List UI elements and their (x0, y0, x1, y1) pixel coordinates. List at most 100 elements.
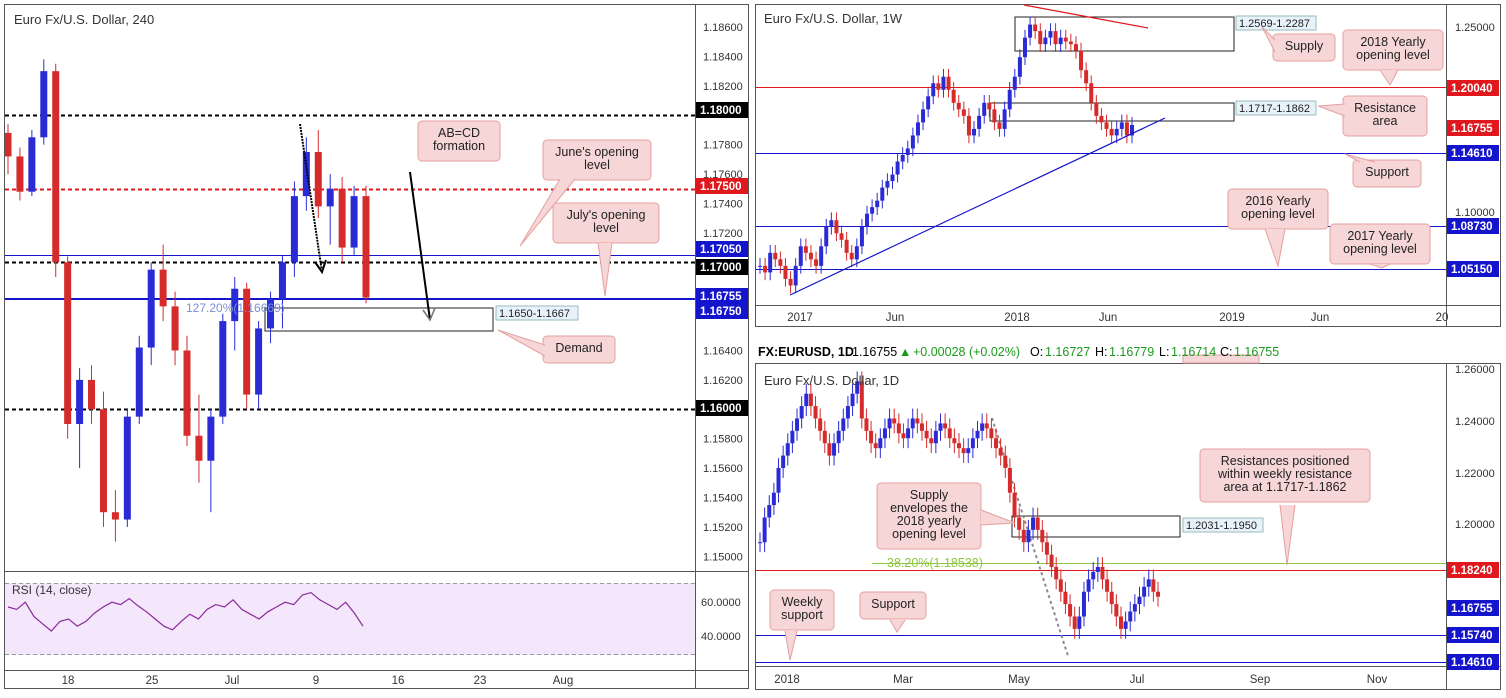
weekly-title: Euro Fx/U.S. Dollar, 1W (764, 11, 903, 26)
callout-2018-yearly-pointer (1379, 69, 1399, 86)
callout-daily-resistances-box (1199, 448, 1371, 503)
daily-xtick-3: Jul (1130, 674, 1145, 686)
h4-candle (302, 137, 310, 211)
weekly-candle (910, 127, 915, 157)
weekly-candle-body (859, 226, 864, 247)
daily-candle-body (961, 448, 966, 454)
daily-price-badge-text: 1.14610 (1451, 657, 1493, 669)
weekly-candle-body (997, 122, 1002, 129)
h4-candle (195, 394, 203, 483)
daily-candle (873, 433, 878, 459)
weekly-candle (870, 199, 875, 222)
daily-candle (785, 433, 790, 466)
daily-candle-body (832, 443, 837, 456)
callout-june-open-box (542, 139, 652, 181)
h4-price-badge-bg (696, 303, 748, 319)
daily-price-badge-text: 1.18240 (1451, 565, 1493, 577)
daily-candle-body (882, 428, 887, 439)
daily-candle-body (808, 393, 813, 407)
h4-candles (5, 59, 370, 542)
weekly-candle-body (1124, 122, 1129, 136)
weekly-candle-body (966, 115, 971, 136)
svg-text:1.2031-1.1950: 1.2031-1.1950 (1186, 520, 1257, 532)
h4-ytick-14: 1.15000 (703, 551, 743, 563)
weekly-candle (1099, 108, 1104, 131)
weekly-candle-body (854, 246, 859, 260)
weekly-candle (1119, 114, 1124, 137)
h4-price-badge-text: 1.17500 (700, 181, 742, 193)
weekly-candle (783, 258, 788, 287)
h4-candle-body (147, 269, 155, 348)
h4-price-axis: 1.186001.184001.182001.178001.176001.174… (696, 22, 748, 563)
h4-candle (111, 490, 119, 542)
weekly-candle (966, 108, 971, 144)
daily-candle (957, 433, 961, 459)
daily-candle-body (1072, 616, 1077, 629)
daily-candle (1063, 581, 1068, 615)
daily-candle-body (1109, 591, 1114, 605)
h4-ytick-3: 1.17800 (703, 140, 743, 152)
daily-candle-body (947, 428, 952, 439)
weekly-candle (961, 101, 966, 124)
daily-candle-body (758, 542, 762, 544)
weekly-price-badge-4: 1.05150 (1447, 261, 1499, 277)
weekly-candle-body (1022, 37, 1027, 58)
weekly-xtick-4: 2019 (1219, 312, 1245, 324)
daily-ytick-2: 1.22000 (1455, 468, 1495, 480)
weekly-ytick-2: 1.10000 (1455, 207, 1495, 219)
daily-xtick-5: Nov (1367, 674, 1388, 686)
h4-candle (255, 321, 263, 410)
daily-candle-body (795, 418, 800, 431)
weekly-candle-body (768, 252, 773, 273)
weekly-candle (1017, 49, 1022, 85)
rsi-label: RSI (14, close) (12, 583, 91, 597)
daily-candle (961, 438, 966, 464)
weekly-price-badge-3: 1.08730 (1447, 218, 1499, 234)
callout-2017-yearly-pointer (1369, 263, 1391, 269)
daily-candle (1031, 507, 1036, 540)
h4-ytick-10: 1.15800 (703, 434, 743, 446)
h4-candle (28, 129, 36, 197)
weekly-candle (773, 245, 778, 268)
weekly-xtick-6: 20 (1436, 312, 1449, 324)
h4-candle-body (267, 299, 275, 329)
callout-2016-yearly-line-0: 2016 Yearly (1245, 194, 1311, 208)
weekly-candle (788, 271, 793, 294)
daily-candle (938, 413, 943, 441)
daily-candle (1081, 581, 1086, 627)
weekly-candle (905, 140, 910, 163)
weekly-candle-body (905, 148, 910, 155)
weekly-price-badge-bg (1447, 218, 1499, 234)
h4-candle-body (278, 262, 286, 300)
daily-price-badge-0: 1.18240 (1447, 562, 1499, 578)
h4-candle-body (183, 350, 191, 436)
weekly-candle (956, 95, 961, 118)
weekly-time-axis: 2017 Jun 2018 Jun 2019 Jun 20 (787, 312, 1448, 324)
weekly-candle-body (1099, 115, 1104, 123)
h4-candle-body (99, 409, 107, 513)
weekly-candle-body (819, 246, 824, 266)
weekly-candle-body (1033, 24, 1038, 32)
daily-candle-body (1044, 542, 1049, 555)
daily-candle (1017, 507, 1022, 540)
weekly-candle (880, 179, 885, 209)
h4-candle-body (302, 152, 310, 197)
weekly-xtick-3: Jun (1099, 312, 1118, 324)
weekly-candle (931, 75, 936, 105)
weekly-candle-body (788, 278, 793, 286)
weekly-candle-body (783, 265, 788, 279)
daily-price-badge-1: 1.16755 (1447, 600, 1499, 616)
h4-candle (52, 63, 60, 277)
weekly-candle-body (1109, 128, 1114, 136)
weekly-candle-body (992, 109, 997, 123)
callout-daily-supply-line-0: Supply (910, 488, 949, 502)
daily-candle (818, 408, 823, 441)
info-symbol: FX:EURUSD, 1D (758, 345, 854, 359)
rsi-tick-40: 40.0000 (701, 631, 741, 643)
callout-weekly-support: Support (1344, 153, 1422, 188)
weekly-candle-body (1114, 128, 1119, 136)
